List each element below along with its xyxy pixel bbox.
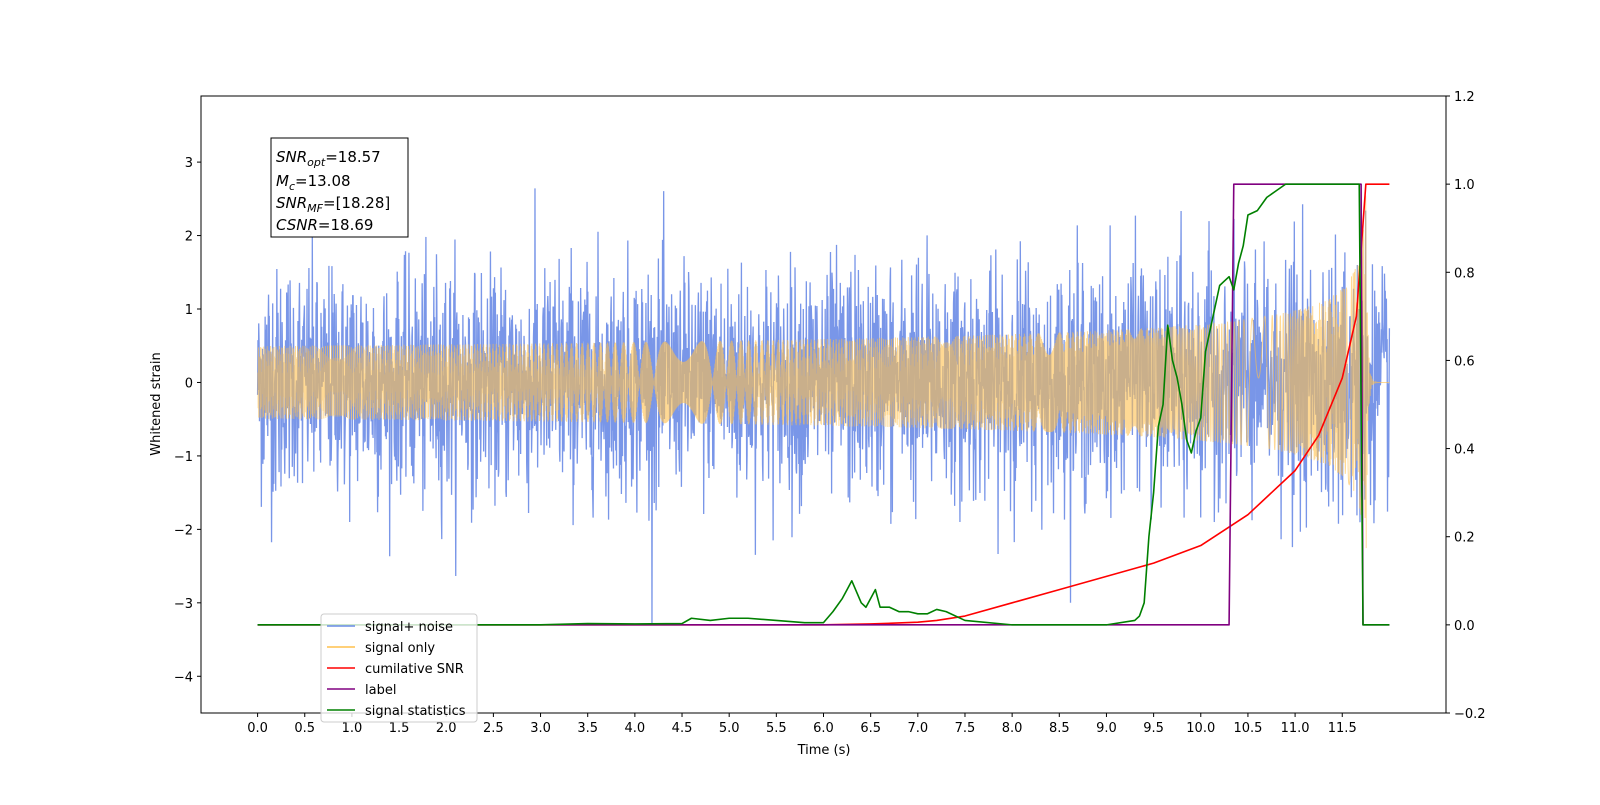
x-tick-label: 5.5 — [766, 721, 787, 736]
y-axis-right: 1.2 1.0 0.8 0.6 0.4 0.2 0.0 −0.2 — [1446, 90, 1486, 722]
x-tick-label: 0.0 — [247, 721, 268, 736]
annotation-snr-mf: SNRMF=[18.28] — [276, 194, 390, 215]
legend-label-label: label — [365, 683, 396, 698]
x-tick-label: 7.5 — [955, 721, 976, 736]
x-tick-label: 1.5 — [389, 721, 410, 736]
x-tick-label: 10.5 — [1233, 721, 1262, 736]
series-signal-statistics — [257, 183, 1390, 626]
x-tick-label: 10.0 — [1186, 721, 1215, 736]
x-tick-label: 11.0 — [1281, 721, 1310, 736]
annotation-mc: Mc=13.08 — [276, 172, 351, 193]
y-tick-label: −2 — [174, 523, 193, 538]
x-tick-label: 7.0 — [907, 721, 928, 736]
y-tick-label: 1 — [185, 303, 193, 318]
y2-tick-label: 0.4 — [1454, 443, 1475, 458]
series-signal-only — [257, 195, 1390, 549]
x-tick-label: 1.0 — [342, 721, 363, 736]
legend-frame — [320, 613, 478, 723]
x-tick-label: 8.0 — [1002, 721, 1023, 736]
y-tick-label: −3 — [174, 597, 193, 612]
legend-label-signal-noise: signal+ noise — [365, 620, 453, 635]
legend-label-cumulative-snr: cumilative SNR — [365, 662, 464, 677]
x-axis-label: Time (s) — [797, 743, 851, 758]
x-tick-label: 6.0 — [813, 721, 834, 736]
x-tick-label: 9.5 — [1143, 721, 1164, 736]
legend-label-signal-only: signal only — [365, 641, 435, 656]
x-tick-label: 9.0 — [1096, 721, 1117, 736]
x-tick-label: 2.5 — [483, 721, 504, 736]
legend-label-signal-statistics: signal statistics — [365, 704, 466, 719]
y2-tick-label: 1.0 — [1454, 178, 1475, 193]
y-tick-label: −1 — [174, 450, 193, 465]
y-axis-left: 3 2 1 0 −1 −2 −3 −4 — [174, 156, 201, 685]
annotation-snr-opt: SNRopt=18.57 — [276, 148, 381, 169]
annotation-csnr: CSNR=18.69 — [276, 216, 373, 234]
x-tick-label: 8.5 — [1049, 721, 1070, 736]
x-tick-label: 3.5 — [577, 721, 598, 736]
x-tick-label: 11.5 — [1328, 721, 1357, 736]
legend: signal+ noise signal only cumilative SNR… — [320, 613, 478, 723]
y-tick-label: 0 — [185, 376, 193, 391]
x-tick-label: 3.0 — [530, 721, 551, 736]
y-tick-label: 3 — [185, 156, 193, 171]
y2-tick-label: 0.8 — [1454, 266, 1475, 281]
y-tick-label: 2 — [185, 230, 193, 245]
legend-entry-cumulative-snr: cumilative SNR — [327, 662, 464, 677]
y2-tick-label: 0.2 — [1454, 531, 1475, 546]
series-cumulative-snr — [257, 183, 1390, 626]
legend-entry-signal-statistics: signal statistics — [327, 704, 466, 719]
y2-tick-label: 0.6 — [1454, 354, 1475, 369]
x-tick-label: 6.5 — [860, 721, 881, 736]
x-tick-label: 0.5 — [294, 721, 315, 736]
y2-tick-label: 0.0 — [1454, 619, 1475, 634]
x-tick-label: 5.0 — [719, 721, 740, 736]
metrics-annotation: SNRopt=18.57 Mc=13.08 SNRMF=[18.28] CSNR… — [270, 137, 409, 238]
x-axis: 0.0 0.5 1.0 1.5 2.0 2.5 3.0 3.5 4.0 4.5 5.0 5.5 6.0 6… — [247, 713, 1357, 736]
y-axis-label: Whitened strain — [149, 352, 164, 455]
y2-tick-label: −0.2 — [1454, 707, 1486, 722]
x-tick-label: 2.0 — [436, 721, 457, 736]
legend-entry-signal-noise: signal+ noise — [327, 620, 453, 635]
legend-entry-signal-only: signal only — [327, 641, 435, 656]
series-layer — [256, 183, 1391, 626]
y-tick-label: −4 — [174, 670, 193, 685]
x-tick-label: 4.5 — [672, 721, 693, 736]
annotation-box — [270, 137, 409, 238]
x-tick-label: 4.0 — [625, 721, 646, 736]
legend-entry-label: label — [327, 683, 396, 698]
y2-tick-label: 1.2 — [1454, 90, 1475, 105]
